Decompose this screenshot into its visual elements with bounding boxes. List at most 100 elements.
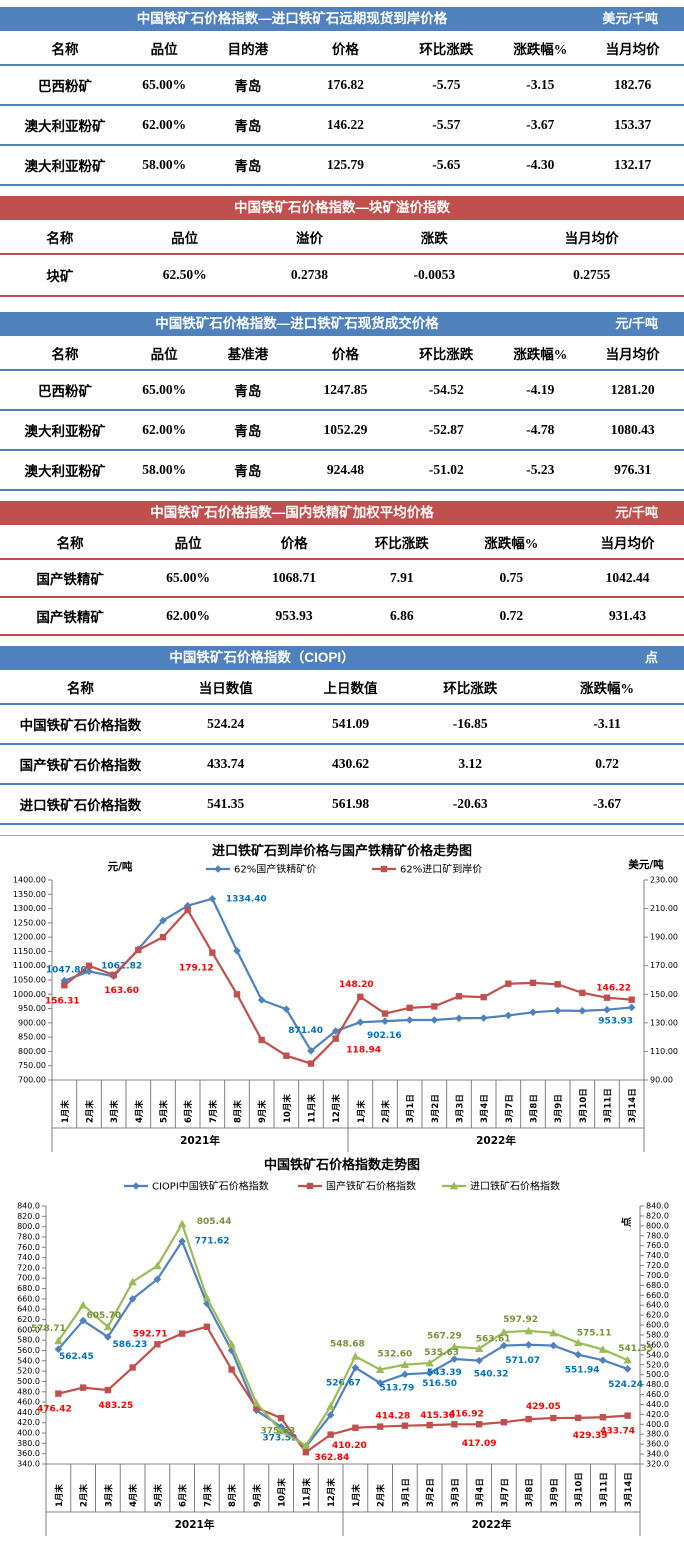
svg-text:760.0: 760.0 <box>17 1243 40 1252</box>
svg-text:373.59: 373.59 <box>263 1434 298 1444</box>
cell-grade: 62.50% <box>119 254 250 297</box>
svg-text:2月末: 2月末 <box>79 1484 90 1507</box>
table-body: 巴西粉矿 65.00% 青岛 176.82 -5.75 -3.15 182.76… <box>0 65 684 186</box>
svg-text:483.25: 483.25 <box>99 1401 134 1411</box>
svg-text:146.22: 146.22 <box>596 984 631 994</box>
cell-price: 125.79 <box>297 145 394 186</box>
column-header: 目的港 <box>198 31 298 66</box>
cell-name: 澳大利亚粉矿 <box>0 410 130 451</box>
svg-text:400.0: 400.0 <box>646 1420 669 1429</box>
svg-text:562.45: 562.45 <box>59 1352 94 1362</box>
cell-name: 澳大利亚粉矿 <box>0 105 130 146</box>
svg-text:1200.00: 1200.00 <box>13 933 46 942</box>
cell-change: -20.63 <box>410 784 531 825</box>
svg-text:513.79: 513.79 <box>380 1383 415 1393</box>
svg-text:1100.00: 1100.00 <box>13 961 46 970</box>
axis-units: 元/吨 美元/吨 <box>108 858 665 873</box>
svg-text:700.0: 700.0 <box>17 1274 40 1283</box>
svg-text:3月1日: 3月1日 <box>401 1478 411 1507</box>
svg-text:10月末: 10月末 <box>277 1478 288 1507</box>
cell-grade: 65.00% <box>140 559 236 598</box>
table-row: 块矿 62.50% 0.2738 -0.0053 0.2755 <box>0 254 684 297</box>
table-row: 澳大利亚粉矿 58.00% 青岛 924.48 -51.02 -5.23 976… <box>0 450 684 491</box>
cell-grade: 58.00% <box>129 145 199 186</box>
cell-price: 146.22 <box>297 105 394 146</box>
svg-text:3月2日: 3月2日 <box>431 1094 441 1123</box>
cell-change-pct: 0.75 <box>451 559 572 598</box>
column-header: 当月均价 <box>571 525 684 560</box>
svg-text:771.62: 771.62 <box>195 1236 230 1246</box>
svg-text:586.23: 586.23 <box>113 1340 148 1350</box>
svg-text:740.0: 740.0 <box>17 1253 40 1262</box>
cell-change: 7.91 <box>352 559 452 598</box>
svg-text:850.00: 850.00 <box>18 1033 46 1042</box>
svg-text:1月末: 1月末 <box>356 1100 367 1123</box>
svg-text:国产铁矿石价格指数: 国产铁矿石价格指数 <box>326 1180 416 1193</box>
svg-text:148.20: 148.20 <box>339 980 374 990</box>
svg-text:1334.40: 1334.40 <box>226 895 267 905</box>
cell-month-avg: 931.43 <box>571 597 684 636</box>
cell-name: 巴西粉矿 <box>0 370 130 411</box>
table-row: 澳大利亚粉矿 62.00% 青岛 1052.29 -52.87 -4.78 10… <box>0 410 684 451</box>
svg-text:720.0: 720.0 <box>646 1261 669 1270</box>
column-header: 价格 <box>297 31 394 66</box>
svg-text:440.0: 440.0 <box>17 1408 40 1417</box>
svg-text:156.31: 156.31 <box>45 996 80 1006</box>
svg-text:560.0: 560.0 <box>17 1346 40 1355</box>
svg-text:3月11日: 3月11日 <box>599 1472 609 1507</box>
svg-text:3月3日: 3月3日 <box>451 1478 461 1507</box>
cell-price: 176.82 <box>297 65 394 106</box>
table-import-spot-deal: 中国铁矿石价格指数—进口铁矿石现货成交价格 元/千吨 名称 品位 基准港 价格 环比涨跌… <box>0 312 684 491</box>
svg-text:520.0: 520.0 <box>17 1367 40 1376</box>
cell-grade: 62.00% <box>129 105 199 146</box>
svg-text:3月9日: 3月9日 <box>554 1094 564 1123</box>
column-header: 环比涨跌 <box>352 525 452 560</box>
svg-text:7月末: 7月末 <box>202 1484 213 1507</box>
svg-text:美元/吨: 美元/吨 <box>628 858 664 871</box>
svg-text:2022年: 2022年 <box>476 1134 516 1147</box>
header-row: 名称 品位 目的港 价格 环比涨跌 涨跌幅% 当月均价 <box>0 31 684 66</box>
svg-text:10月末: 10月末 <box>282 1094 293 1123</box>
svg-text:429.05: 429.05 <box>526 1402 561 1412</box>
svg-text:700.00: 700.00 <box>18 1076 46 1085</box>
svg-text:62%进口矿到岸价: 62%进口矿到岸价 <box>400 863 482 876</box>
svg-text:中国铁矿石价格指数走势图: 中国铁矿石价格指数走势图 <box>264 1157 420 1173</box>
svg-text:871.40: 871.40 <box>288 1026 323 1036</box>
column-header: 名称 <box>0 525 141 560</box>
svg-text:210.00: 210.00 <box>650 904 678 913</box>
tables-section: 中国铁矿石价格指数—进口铁矿石远期现货到岸价格 美元/千吨 名称 品位 目的港 价格环… <box>0 7 684 825</box>
svg-text:460.0: 460.0 <box>646 1390 669 1399</box>
column-header: 品位 <box>119 220 250 255</box>
cell-change: -5.65 <box>393 145 500 186</box>
svg-text:640.0: 640.0 <box>646 1301 669 1310</box>
column-header: 环比涨跌 <box>393 31 500 66</box>
svg-text:190.00: 190.00 <box>650 933 678 942</box>
svg-text:2021年: 2021年 <box>180 1134 220 1147</box>
cell-change: -54.52 <box>393 370 500 411</box>
table-title-bar: 中国铁矿石价格指数—国内铁精矿加权平均价格 元/千吨 <box>0 501 684 525</box>
column-header: 当月均价 <box>581 31 684 66</box>
svg-text:400.0: 400.0 <box>17 1429 40 1438</box>
svg-text:535.63: 535.63 <box>424 1348 459 1358</box>
column-header: 基准港 <box>198 336 298 371</box>
table-title-bar: 中国铁矿石价格指数—进口铁矿石现货成交价格 元/千吨 <box>0 312 684 336</box>
svg-text:3月4日: 3月4日 <box>476 1478 486 1507</box>
svg-text:3月10日: 3月10日 <box>579 1088 589 1123</box>
svg-text:9月末: 9月末 <box>252 1484 263 1507</box>
column-header: 价格 <box>297 336 394 371</box>
x-axis-band: 1月末 2月末 3月末 4月末 5月末 6月末 7月末 8月末 9月末 10月末 11月末 12月末 1… <box>45 1464 641 1536</box>
table-title: 中国铁矿石价格指数—块矿溢价指数 <box>234 200 450 215</box>
cell-today: 524.24 <box>160 704 291 745</box>
column-header: 涨跌 <box>369 220 500 255</box>
svg-text:543.39: 543.39 <box>427 1368 462 1378</box>
column-header: 名称 <box>0 220 120 255</box>
cell-port: 青岛 <box>198 65 298 106</box>
svg-text:7月末: 7月末 <box>208 1100 219 1123</box>
svg-text:420.0: 420.0 <box>646 1410 669 1419</box>
cell-price: 1247.85 <box>297 370 394 411</box>
svg-text:CIOPI中国铁矿石价格指数: CIOPI中国铁矿石价格指数 <box>152 1180 269 1193</box>
cell-change-pct: -3.11 <box>530 704 684 745</box>
svg-text:800.0: 800.0 <box>646 1221 669 1230</box>
svg-text:680.0: 680.0 <box>17 1284 40 1293</box>
cell-month-avg: 1281.20 <box>581 370 684 411</box>
